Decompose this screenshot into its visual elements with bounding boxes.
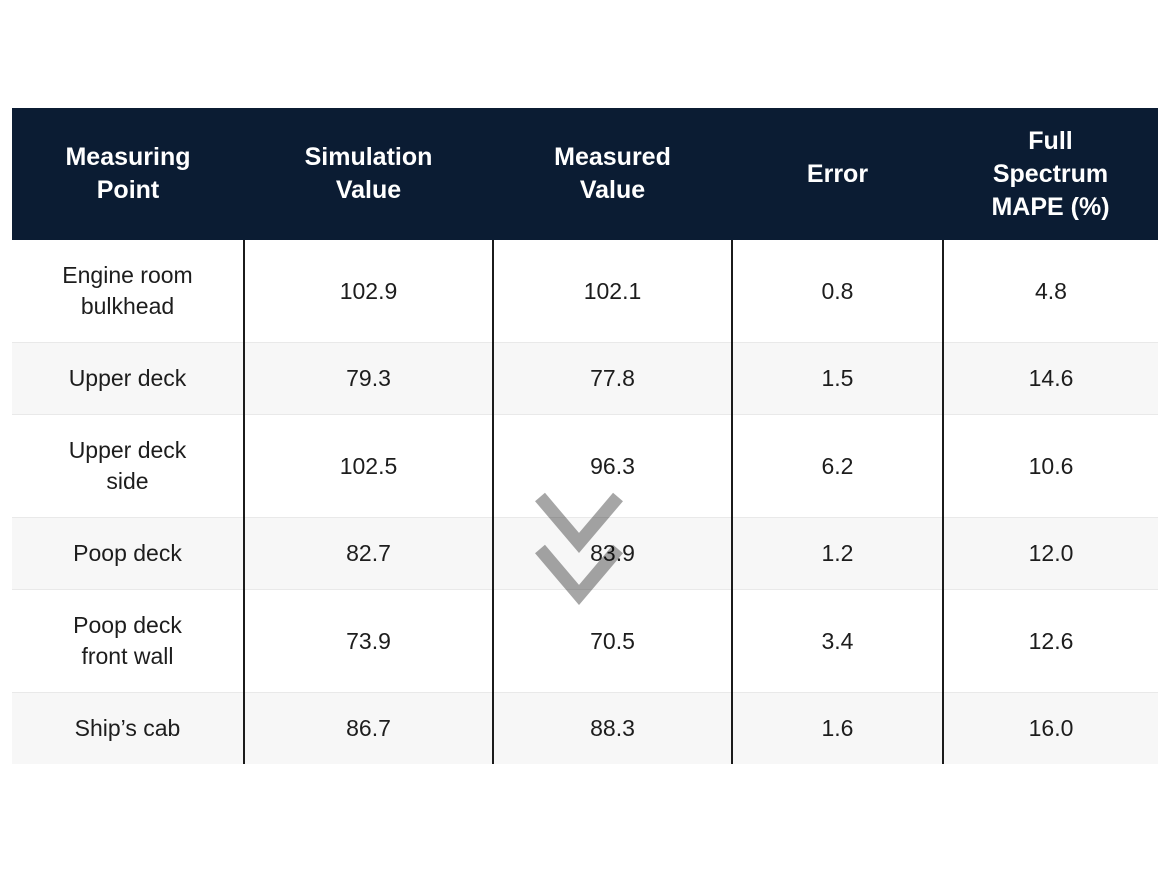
cell-measuring-point: Ship’s cab [12, 692, 244, 764]
cell-mape: 12.0 [942, 517, 1158, 590]
cell-mape: 16.0 [942, 692, 1158, 764]
column-header-full-spectrum-mape: Full Spectrum MAPE (%) [943, 108, 1158, 240]
cell-error: 3.4 [731, 589, 943, 693]
table-row: Poop deck front wall 73.9 70.5 3.4 12.6 [12, 589, 1158, 693]
scroll-down-chevron-icon[interactable] [532, 489, 626, 605]
cell-error: 1.2 [731, 517, 943, 590]
column-header-simulation-value: Simulation Value [244, 108, 493, 240]
results-table: Measuring Point Simulation Value Measure… [12, 108, 1158, 764]
cell-error: 6.2 [731, 414, 943, 518]
cell-simulation-value: 79.3 [243, 342, 493, 415]
cell-simulation-value: 73.9 [243, 589, 493, 693]
cell-simulation-value: 86.7 [243, 692, 493, 764]
cell-measuring-point: Engine room bulkhead [12, 240, 244, 343]
cell-measuring-point: Upper deck side [12, 414, 244, 518]
cell-error: 0.8 [731, 240, 943, 343]
cell-measuring-point: Poop deck front wall [12, 589, 244, 693]
cell-measured-value: 70.5 [492, 589, 732, 693]
table-row: Upper deck side 102.5 96.3 6.2 10.6 [12, 414, 1158, 518]
table-header-row: Measuring Point Simulation Value Measure… [12, 108, 1158, 240]
cell-error: 1.5 [731, 342, 943, 415]
results-table-container: Measuring Point Simulation Value Measure… [12, 108, 1158, 764]
cell-mape: 12.6 [942, 589, 1158, 693]
column-header-measuring-point: Measuring Point [12, 108, 244, 240]
table-row: Engine room bulkhead 102.9 102.1 0.8 4.8 [12, 240, 1158, 343]
cell-simulation-value: 102.9 [243, 240, 493, 343]
cell-measured-value: 77.8 [492, 342, 732, 415]
table-row: Ship’s cab 86.7 88.3 1.6 16.0 [12, 692, 1158, 764]
cell-mape: 4.8 [942, 240, 1158, 343]
cell-simulation-value: 102.5 [243, 414, 493, 518]
column-header-error: Error [732, 108, 943, 240]
table-row: Upper deck 79.3 77.8 1.5 14.6 [12, 342, 1158, 415]
cell-measuring-point: Poop deck [12, 517, 244, 590]
column-header-measured-value: Measured Value [493, 108, 732, 240]
cell-simulation-value: 82.7 [243, 517, 493, 590]
cell-measured-value: 102.1 [492, 240, 732, 343]
cell-measured-value: 96.3 [492, 414, 732, 518]
cell-mape: 14.6 [942, 342, 1158, 415]
cell-measured-value: 88.3 [492, 692, 732, 764]
table-header: Measuring Point Simulation Value Measure… [12, 108, 1158, 240]
cell-measuring-point: Upper deck [12, 342, 244, 415]
cell-error: 1.6 [731, 692, 943, 764]
cell-mape: 10.6 [942, 414, 1158, 518]
